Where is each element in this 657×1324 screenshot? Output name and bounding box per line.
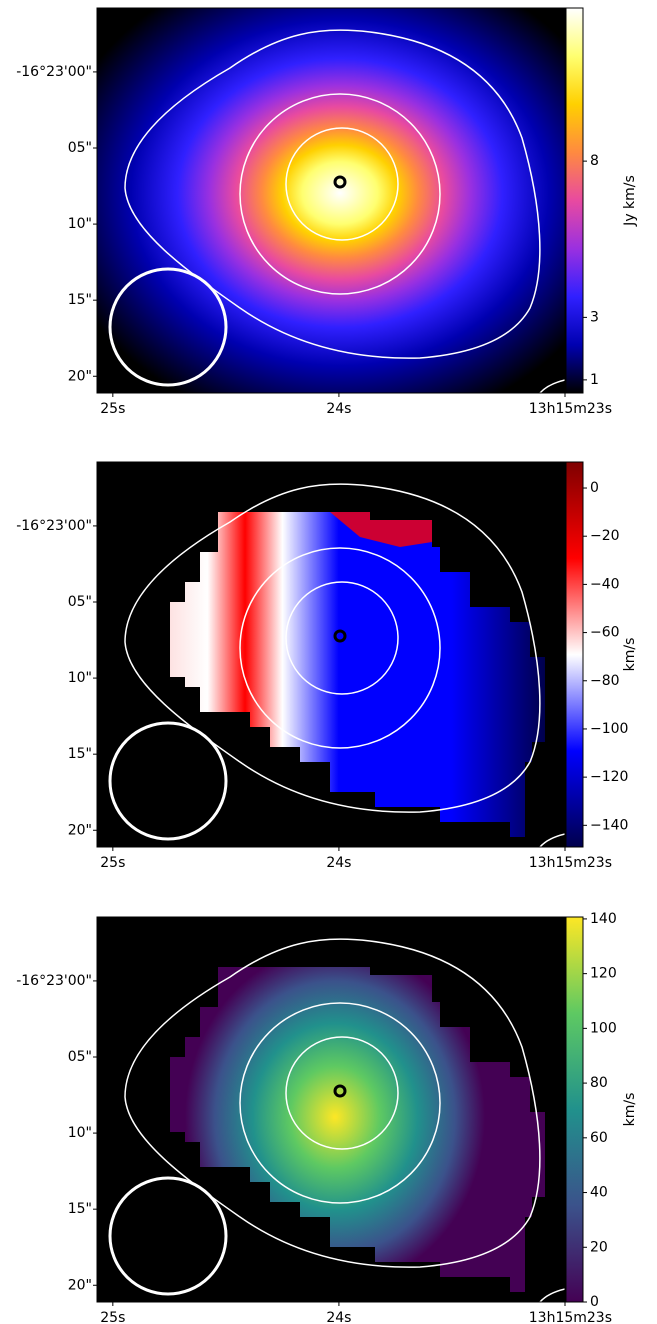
contour bbox=[124, 29, 541, 359]
x-tick-label: 13h15m23s bbox=[529, 1310, 612, 1324]
contour bbox=[285, 581, 399, 695]
contour bbox=[539, 1288, 565, 1302]
x-tick-label: 13h15m23s bbox=[529, 855, 612, 871]
x-tick-label: 24s bbox=[326, 1310, 351, 1324]
y-tick-label: 20" bbox=[68, 1277, 92, 1293]
contour bbox=[124, 938, 541, 1268]
contour bbox=[239, 1002, 441, 1204]
colorbar-tick-label: 80 bbox=[590, 1075, 608, 1091]
colorbar-tick-label: 60 bbox=[590, 1130, 608, 1146]
y-tick-label: 15" bbox=[68, 292, 92, 308]
map-panel bbox=[96, 7, 566, 394]
colorbar-tick-label: −40 bbox=[590, 576, 620, 592]
velocity-map bbox=[170, 512, 545, 837]
contour bbox=[124, 483, 541, 813]
x-tick-label: 24s bbox=[326, 855, 351, 871]
colorbar-tick-label: −80 bbox=[590, 673, 620, 689]
y-tick-label: -16°23'00" bbox=[16, 518, 92, 534]
y-tick-label: 05" bbox=[68, 140, 92, 156]
y-tick-label: 15" bbox=[68, 746, 92, 762]
y-tick-label: 10" bbox=[68, 670, 92, 686]
y-tick-label: 10" bbox=[68, 216, 92, 232]
x-tick-label: 24s bbox=[326, 401, 351, 417]
colorbar-tick-label: 8 bbox=[590, 153, 599, 169]
beam bbox=[108, 1176, 228, 1296]
y-tick-label: -16°23'00" bbox=[16, 973, 92, 989]
intensity-map bbox=[97, 8, 565, 393]
contour bbox=[239, 547, 441, 749]
x-tick-label: 25s bbox=[100, 401, 125, 417]
colorbar-tick-label: 140 bbox=[590, 911, 617, 927]
y-tick-label: 20" bbox=[68, 368, 92, 384]
colorbar-tick-label: 1 bbox=[590, 372, 599, 388]
beam bbox=[108, 721, 228, 841]
map-panel bbox=[96, 916, 566, 1303]
axes-frame bbox=[96, 7, 566, 394]
y-tick-label: 05" bbox=[68, 1049, 92, 1065]
contour bbox=[285, 127, 399, 241]
y-tick-label: 20" bbox=[68, 822, 92, 838]
colorbar-tick-label: 0 bbox=[590, 480, 599, 496]
colorbar-tick-label: −20 bbox=[590, 528, 620, 544]
colorbar-tick-label: 120 bbox=[590, 966, 617, 982]
contour bbox=[239, 93, 441, 295]
colorbar-tick-label: −120 bbox=[590, 769, 628, 785]
x-tick-label: 13h15m23s bbox=[529, 401, 612, 417]
colorbar-label: km/s bbox=[622, 1093, 638, 1127]
colorbar-tick-label: 40 bbox=[590, 1185, 608, 1201]
contour bbox=[539, 833, 565, 847]
colorbar bbox=[565, 461, 584, 848]
y-tick-label: -16°23'00" bbox=[16, 64, 92, 80]
x-tick-label: 25s bbox=[100, 855, 125, 871]
map-panel bbox=[96, 461, 566, 848]
source-marker bbox=[333, 175, 347, 189]
velocity-patch bbox=[330, 512, 432, 547]
contour bbox=[539, 379, 565, 393]
colorbar-tick-label: −140 bbox=[590, 817, 628, 833]
colorbar-tick-label: 100 bbox=[590, 1020, 617, 1036]
source-marker bbox=[333, 1084, 347, 1098]
colorbar bbox=[565, 916, 584, 1303]
y-tick-label: 10" bbox=[68, 1125, 92, 1141]
axes-frame bbox=[96, 461, 566, 848]
contour bbox=[285, 1036, 399, 1150]
map-image bbox=[108, 483, 565, 847]
colorbar-tick-label: −60 bbox=[590, 625, 620, 641]
colorbar-tick-label: 20 bbox=[590, 1239, 608, 1255]
colorbar-tick-label: −100 bbox=[590, 721, 628, 737]
map-image bbox=[97, 8, 565, 393]
source-marker bbox=[333, 629, 347, 643]
colorbar bbox=[565, 7, 584, 394]
y-tick-label: 05" bbox=[68, 594, 92, 610]
x-tick-label: 25s bbox=[100, 1310, 125, 1324]
colorbar-tick-label: 0 bbox=[590, 1294, 599, 1310]
colorbar-label: km/s bbox=[622, 638, 638, 672]
y-tick-label: 15" bbox=[68, 1201, 92, 1217]
axes-frame bbox=[96, 916, 566, 1303]
beam bbox=[108, 267, 228, 387]
colorbar-label: Jy km/s bbox=[622, 175, 638, 227]
colorbar-tick-label: 3 bbox=[590, 309, 599, 325]
